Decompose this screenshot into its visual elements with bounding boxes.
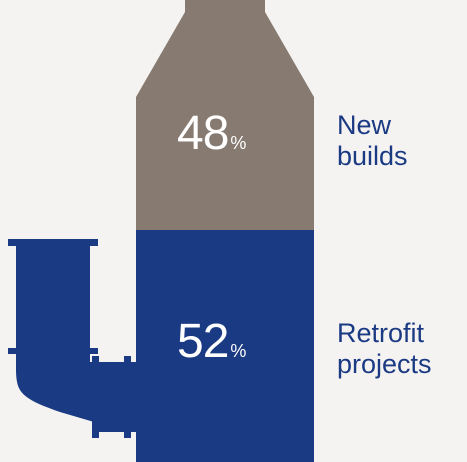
retrofit-label: Retrofit projects xyxy=(337,318,467,380)
new-builds-label: New builds xyxy=(337,110,467,172)
retrofit-percent-sign: % xyxy=(230,341,247,361)
retrofit-value: 52 xyxy=(177,315,229,368)
new-builds-value: 48 xyxy=(177,107,229,160)
new-builds-label-line-2: builds xyxy=(337,141,408,171)
new-builds-segment xyxy=(136,0,314,230)
new-builds-value-label: 48% xyxy=(177,110,246,158)
retrofit-label-line-1: Retrofit xyxy=(337,318,425,348)
retrofit-value-label: 52% xyxy=(177,318,246,366)
flue-pipe xyxy=(8,239,136,438)
retrofit-label-line-2: projects xyxy=(337,349,432,379)
new-builds-percent-sign: % xyxy=(230,133,247,153)
retrofit-segment xyxy=(136,230,314,462)
new-builds-label-line-1: New xyxy=(337,110,392,140)
